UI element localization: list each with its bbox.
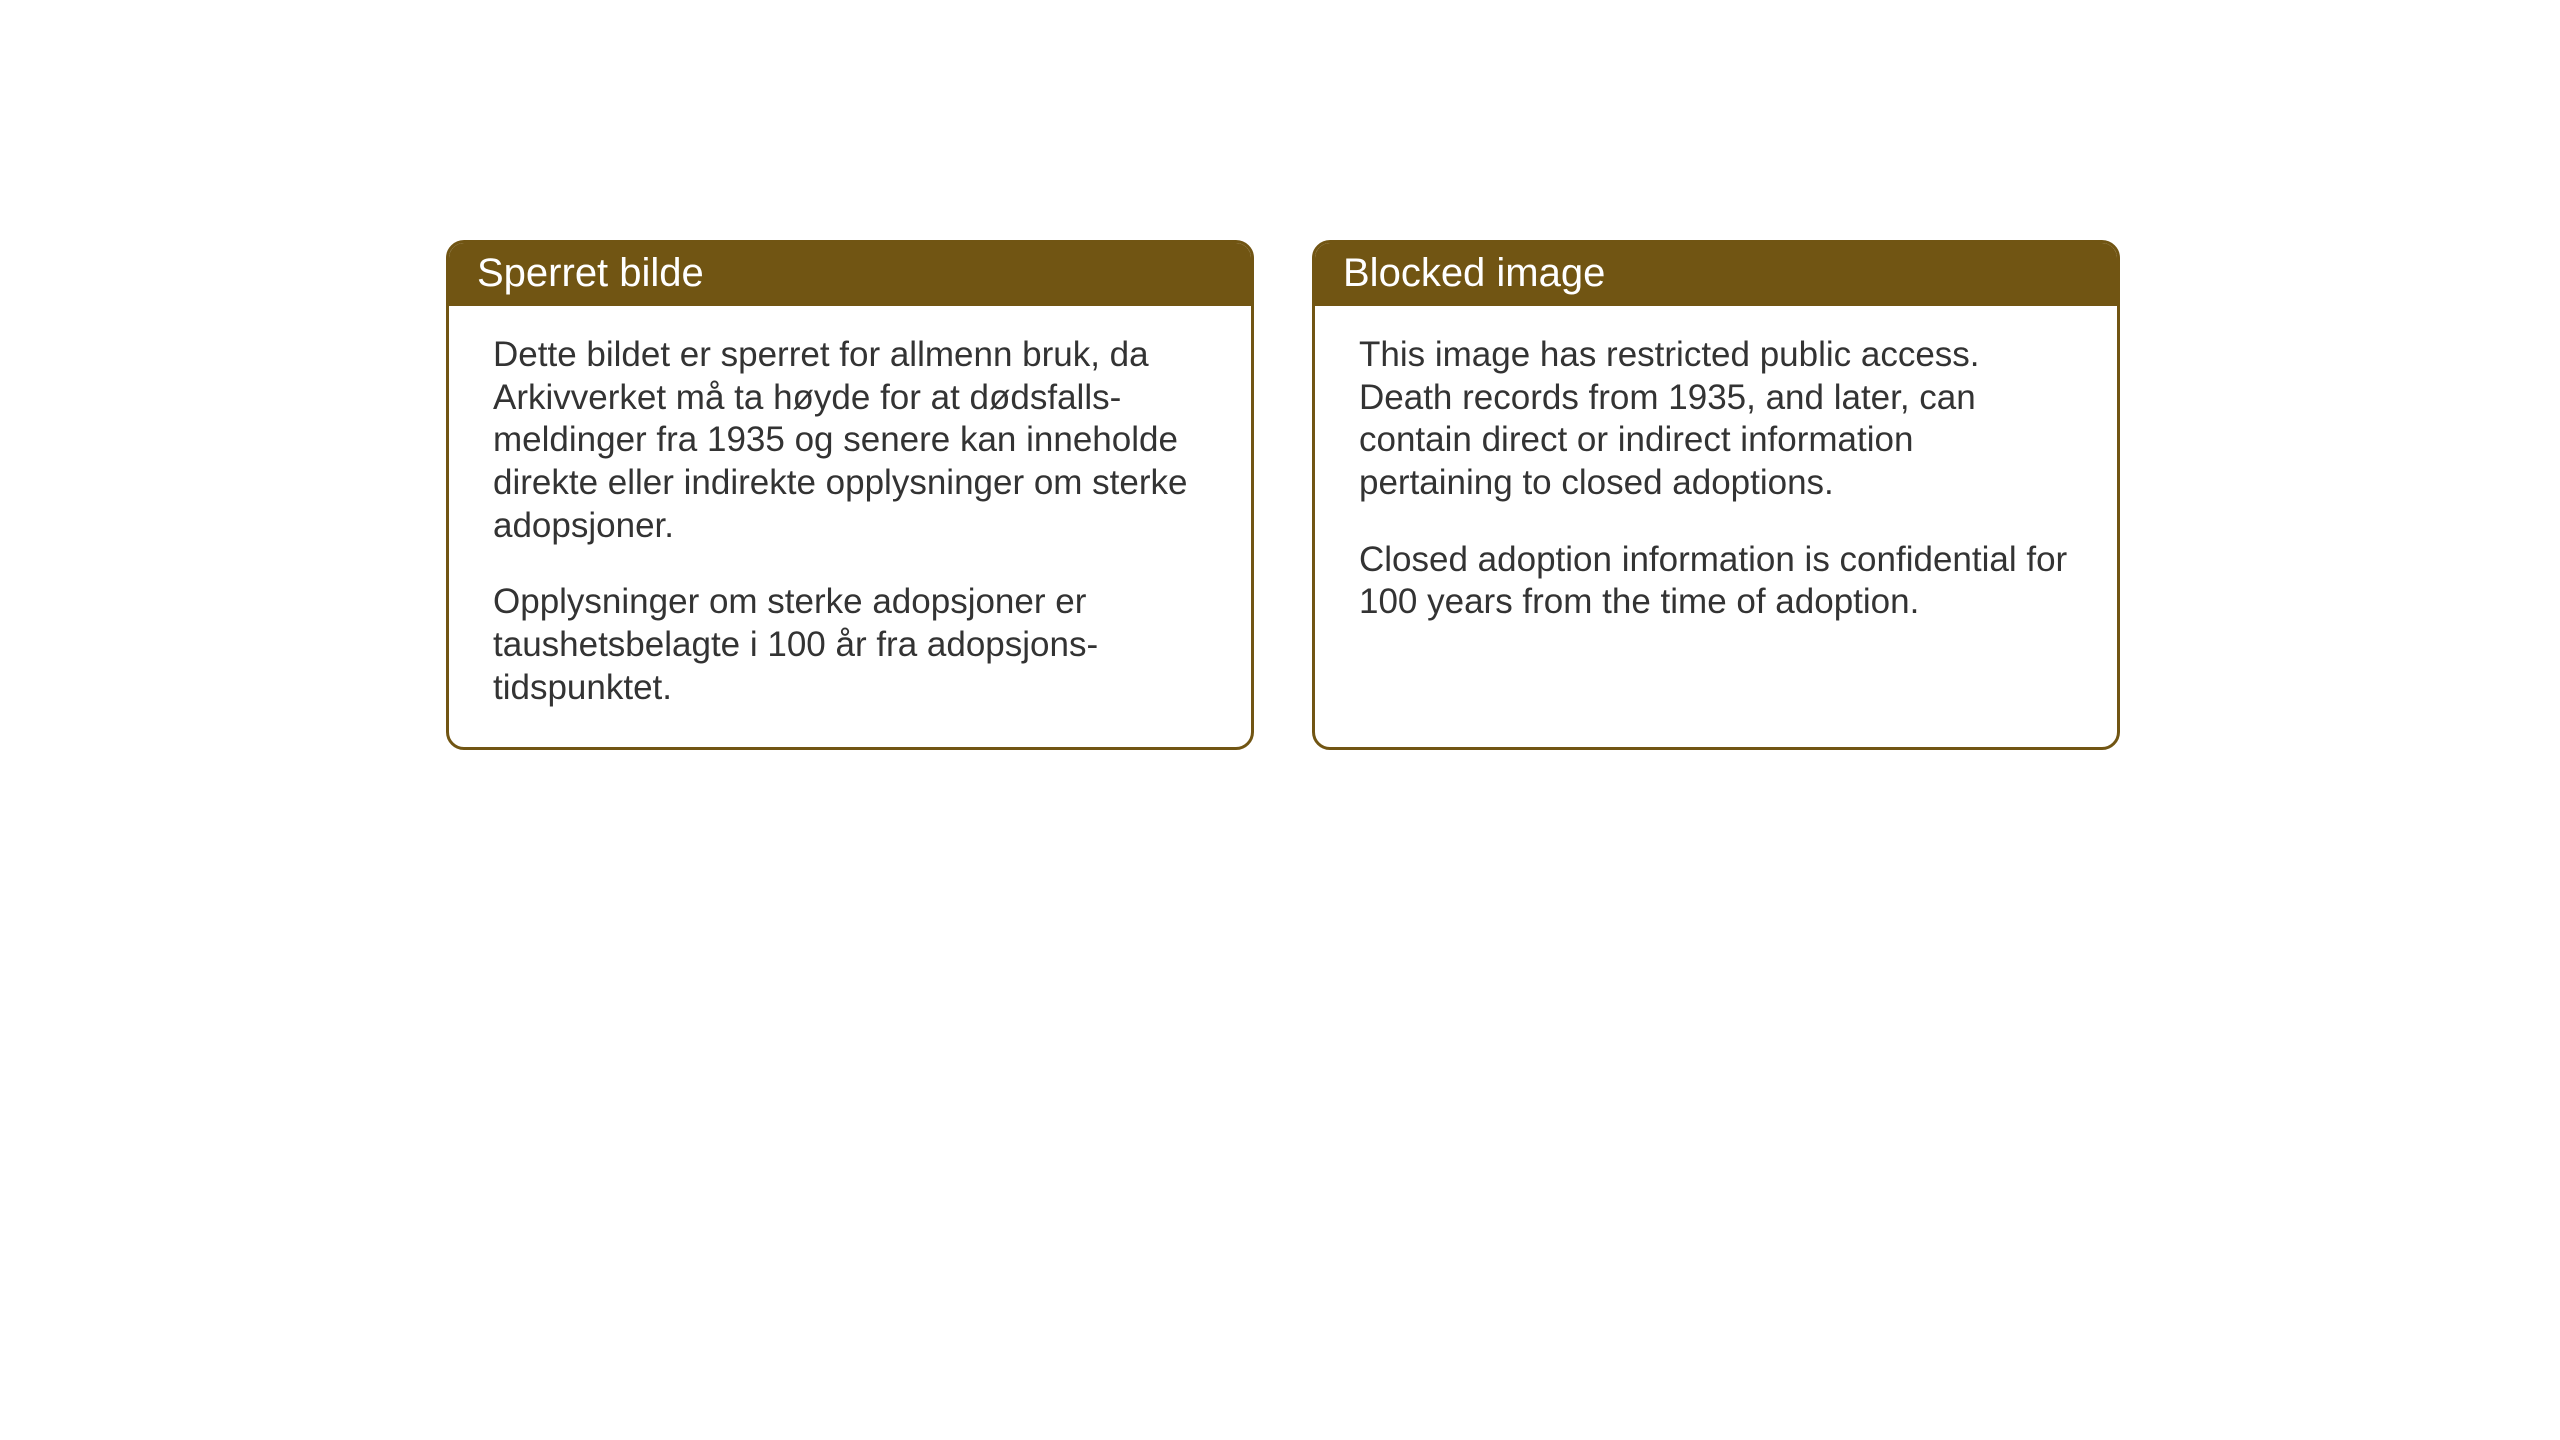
- paragraph-norwegian-2: Opplysninger om sterke adopsjoner er tau…: [493, 581, 1207, 709]
- card-title-english: Blocked image: [1343, 251, 1605, 295]
- paragraph-norwegian-1: Dette bildet er sperret for allmenn bruk…: [493, 334, 1207, 547]
- card-body-english: This image has restricted public access.…: [1315, 306, 2117, 660]
- card-header-norwegian: Sperret bilde: [449, 243, 1251, 306]
- card-body-norwegian: Dette bildet er sperret for allmenn bruk…: [449, 306, 1251, 746]
- paragraph-english-2: Closed adoption information is confident…: [1359, 539, 2073, 624]
- notice-card-english: Blocked image This image has restricted …: [1312, 240, 2120, 750]
- notice-card-norwegian: Sperret bilde Dette bildet er sperret fo…: [446, 240, 1254, 750]
- card-title-norwegian: Sperret bilde: [477, 251, 704, 295]
- card-header-english: Blocked image: [1315, 243, 2117, 306]
- paragraph-english-1: This image has restricted public access.…: [1359, 334, 2073, 505]
- notice-container: Sperret bilde Dette bildet er sperret fo…: [446, 240, 2120, 750]
